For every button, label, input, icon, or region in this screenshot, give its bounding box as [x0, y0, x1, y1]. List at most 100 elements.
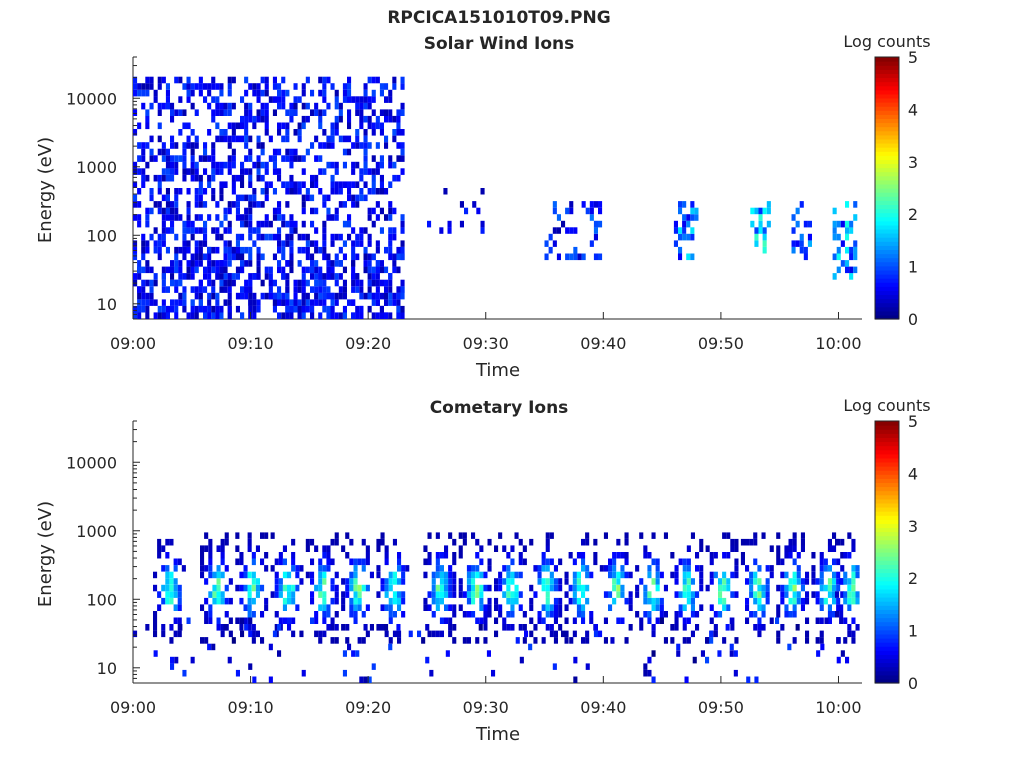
heatmap-cell — [157, 83, 162, 90]
heatmap-cell — [379, 260, 384, 267]
heatmap-cell — [227, 246, 232, 254]
heatmap-cell — [375, 122, 380, 130]
heatmap-cell — [215, 122, 220, 130]
heatmap-cell — [351, 194, 356, 202]
colorbar-tick-label: 1 — [908, 258, 918, 277]
heatmap-cell — [572, 584, 577, 592]
heatmap-cell — [371, 188, 376, 195]
heatmap-cell — [334, 532, 339, 539]
heatmap-cell — [355, 194, 360, 202]
heatmap-cell — [341, 578, 346, 585]
heatmap-cell — [223, 273, 228, 280]
heatmap-cell — [334, 611, 339, 618]
heatmap-cell — [277, 266, 282, 274]
heatmap-cell — [289, 188, 294, 195]
heatmap-cell — [851, 565, 856, 572]
heatmap-cell — [718, 591, 723, 598]
heatmap-cell — [643, 663, 648, 670]
heatmap-cell — [448, 591, 453, 598]
heatmap-cell — [439, 227, 444, 234]
heatmap-cell — [725, 624, 730, 631]
heatmap-cell — [612, 597, 617, 605]
heatmap-cell — [832, 591, 837, 598]
heatmap-cell — [235, 207, 240, 215]
heatmap-cell — [220, 624, 225, 631]
heatmap-cell — [709, 617, 714, 624]
heatmap-cell — [396, 312, 401, 319]
heatmap-cell — [178, 76, 183, 84]
heatmap-cell — [334, 188, 339, 195]
heatmap-cell — [281, 122, 286, 130]
heatmap-cell — [338, 102, 343, 110]
heatmap-cell — [423, 558, 428, 566]
heatmap-cell — [722, 604, 727, 611]
heatmap-cell — [400, 102, 405, 110]
heatmap-cell — [314, 174, 319, 182]
heatmap-cell — [244, 142, 249, 149]
heatmap-cell — [518, 604, 523, 611]
heatmap-cell — [729, 650, 734, 657]
heatmap-cell — [133, 240, 138, 247]
heatmap-cell — [153, 650, 158, 657]
heatmap-cell — [836, 656, 841, 664]
heatmap-cell — [740, 538, 745, 546]
heatmap-cell — [541, 552, 546, 559]
heatmap-cell — [252, 676, 257, 683]
heatmap-cell — [585, 630, 590, 638]
heatmap-cell — [289, 227, 294, 234]
colorbar-swatch — [875, 580, 899, 586]
heatmap-cell — [498, 571, 503, 579]
heatmap-cell — [228, 630, 233, 638]
heatmap-cell — [388, 227, 393, 234]
heatmap-cell — [244, 260, 249, 267]
heatmap-cell — [367, 207, 372, 215]
heatmap-cell — [392, 611, 397, 618]
heatmap-cell — [256, 142, 261, 149]
colorbar-swatch — [875, 539, 899, 545]
heatmap-cell — [170, 155, 175, 162]
heatmap-cell — [215, 312, 220, 319]
colorbar-swatch — [875, 547, 899, 553]
heatmap-cell — [277, 168, 282, 175]
heatmap-cell — [272, 148, 277, 156]
heatmap-cell — [400, 227, 405, 234]
heatmap-cell — [216, 624, 221, 631]
heatmap-cell — [345, 624, 350, 631]
heatmap-cell — [699, 604, 704, 611]
heatmap-cell — [223, 253, 228, 261]
heatmap-cell — [318, 558, 323, 566]
heatmap-cell — [145, 89, 150, 97]
heatmap-cell — [281, 214, 286, 221]
heatmap-cell — [235, 532, 240, 539]
heatmap-cell — [182, 220, 187, 228]
heatmap-cell — [448, 630, 453, 638]
heatmap-cell — [549, 584, 554, 592]
heatmap-cell — [161, 207, 166, 215]
heatmap-cell — [207, 102, 212, 110]
heatmap-cell — [367, 676, 372, 683]
colorbar-swatch — [875, 130, 899, 136]
heatmap-cell — [581, 637, 586, 644]
heatmap-cell — [322, 286, 327, 293]
heatmap-cell — [161, 279, 166, 287]
heatmap-cell — [174, 207, 179, 215]
heatmap-cell — [256, 96, 261, 103]
heatmap-cell — [479, 597, 484, 605]
heatmap-cell — [272, 233, 277, 241]
heatmap-cell — [330, 181, 335, 188]
heatmap-cell — [529, 630, 534, 638]
heatmap-cell — [268, 233, 273, 241]
heatmap-cell — [219, 279, 224, 287]
heatmap-cell — [674, 591, 679, 598]
heatmap-cell — [371, 76, 376, 84]
heatmap-cell — [281, 299, 286, 306]
heatmap-cell — [573, 227, 578, 234]
heatmap-cell — [855, 571, 860, 579]
heatmap-cell — [371, 155, 376, 162]
heatmap-cell — [297, 279, 302, 287]
heatmap-cell — [293, 155, 298, 162]
heatmap-cell — [322, 571, 327, 579]
heatmap-cell — [260, 174, 265, 182]
heatmap-cell — [367, 305, 372, 313]
heatmap-cell — [518, 591, 523, 598]
